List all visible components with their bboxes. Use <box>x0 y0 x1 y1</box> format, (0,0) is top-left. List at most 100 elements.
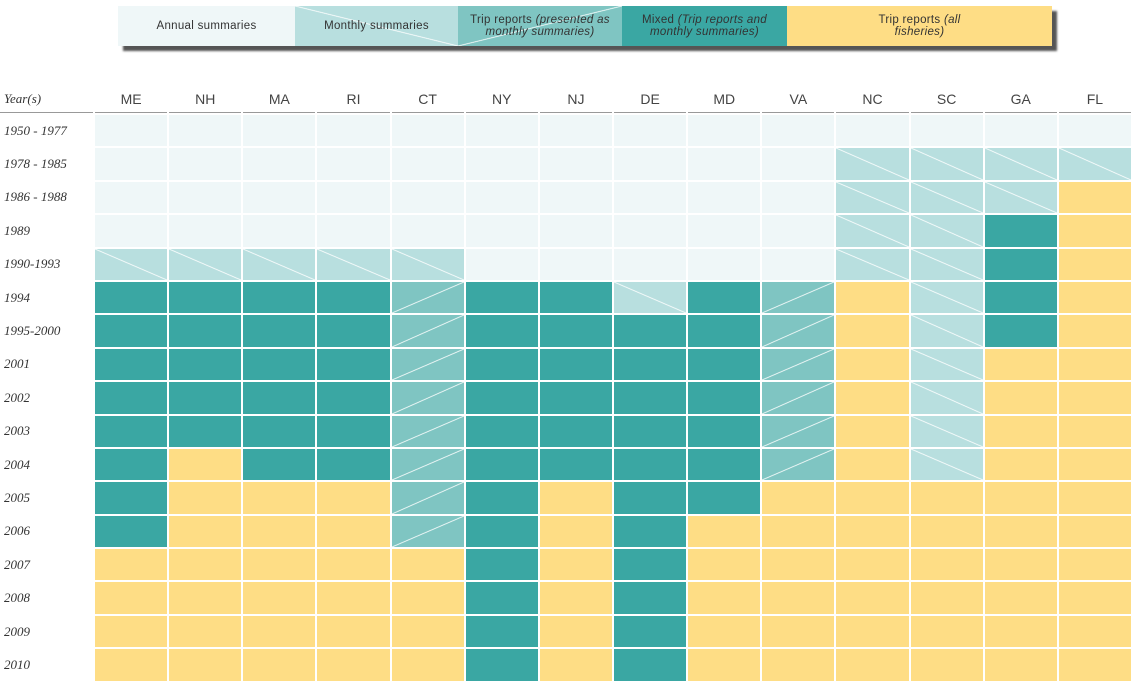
cell <box>836 582 909 614</box>
cell <box>169 181 242 214</box>
cell <box>243 615 316 648</box>
cell <box>1058 348 1131 381</box>
cell <box>1058 615 1131 648</box>
legend-note: (Trip reports and monthly summaries) <box>650 14 767 38</box>
cell <box>1058 448 1131 481</box>
cell <box>317 181 390 214</box>
cell <box>317 382 390 414</box>
cell <box>614 315 687 347</box>
cell <box>317 448 390 481</box>
legend-item: Monthly summaries <box>295 6 458 46</box>
cell <box>243 649 316 681</box>
cell <box>688 448 761 481</box>
cell <box>984 615 1057 648</box>
cell <box>169 549 242 581</box>
legend-label: Mixed (Trip reports and monthly summarie… <box>630 14 779 38</box>
cell <box>614 148 687 180</box>
cell <box>391 181 464 214</box>
cell <box>317 215 390 247</box>
cell <box>391 649 464 681</box>
cell <box>1058 148 1131 180</box>
year-label: 1950 - 1977 <box>4 122 67 138</box>
cell <box>539 482 612 514</box>
cell <box>465 248 538 280</box>
year-label: 1978 - 1985 <box>4 156 67 172</box>
cell <box>762 649 835 681</box>
cell <box>910 348 983 381</box>
cell <box>391 382 464 414</box>
cell <box>317 148 390 180</box>
cell <box>243 115 316 147</box>
cell <box>465 448 538 481</box>
cell <box>391 515 464 548</box>
cell <box>95 515 168 548</box>
cell <box>243 181 316 214</box>
cell <box>95 448 168 481</box>
cell <box>836 415 909 447</box>
cell <box>984 181 1057 214</box>
legend-note: (presented as monthly summaries) <box>485 14 610 38</box>
cell <box>391 448 464 481</box>
cell <box>910 515 983 548</box>
cell <box>539 448 612 481</box>
cell <box>614 415 687 447</box>
column-header: FL <box>1058 86 1131 113</box>
cell <box>169 382 242 414</box>
cell <box>169 649 242 681</box>
cell <box>910 248 983 280</box>
cell <box>836 448 909 481</box>
cell <box>910 181 983 214</box>
cell <box>169 448 242 481</box>
cell <box>539 148 612 180</box>
cell <box>614 582 687 614</box>
cell <box>762 482 835 514</box>
cell <box>465 482 538 514</box>
column-header: SC <box>910 86 983 113</box>
cell <box>539 615 612 648</box>
cell <box>169 348 242 381</box>
cell <box>1058 281 1131 314</box>
legend-item: Trip reports (all fisheries) <box>787 6 1052 46</box>
cell <box>95 281 168 314</box>
legend-item: Annual summaries <box>118 6 295 46</box>
cell <box>465 615 538 648</box>
legend-item: Mixed (Trip reports and monthly summarie… <box>622 6 787 46</box>
cell <box>95 549 168 581</box>
cell <box>1058 582 1131 614</box>
cell <box>614 382 687 414</box>
legend-label: Annual summaries <box>156 20 256 32</box>
cell <box>836 115 909 147</box>
cell <box>688 315 761 347</box>
column-header: MD <box>688 86 761 113</box>
cell <box>836 248 909 280</box>
cell <box>984 248 1057 280</box>
cell <box>539 281 612 314</box>
cell <box>1058 549 1131 581</box>
cell <box>391 148 464 180</box>
cell <box>95 415 168 447</box>
cell <box>243 315 316 347</box>
cell <box>539 515 612 548</box>
cell <box>762 281 835 314</box>
cell <box>243 215 316 247</box>
cell <box>688 382 761 414</box>
cell <box>836 215 909 247</box>
cell <box>1058 315 1131 347</box>
cell <box>95 482 168 514</box>
cell <box>243 248 316 280</box>
cell <box>169 248 242 280</box>
cell <box>614 549 687 581</box>
cell <box>317 482 390 514</box>
cell <box>243 415 316 447</box>
cell <box>762 415 835 447</box>
cell <box>688 348 761 381</box>
cell <box>762 515 835 548</box>
year-label: 2001 <box>4 356 30 372</box>
column-header: MA <box>243 86 316 113</box>
legend-label: Trip reports (presented as monthly summa… <box>466 14 614 38</box>
cell <box>95 248 168 280</box>
legend-text: Annual summaries <box>156 20 257 32</box>
cell <box>762 448 835 481</box>
cell <box>391 248 464 280</box>
legend: Annual summaries Monthly summaries Trip re… <box>118 6 1052 46</box>
